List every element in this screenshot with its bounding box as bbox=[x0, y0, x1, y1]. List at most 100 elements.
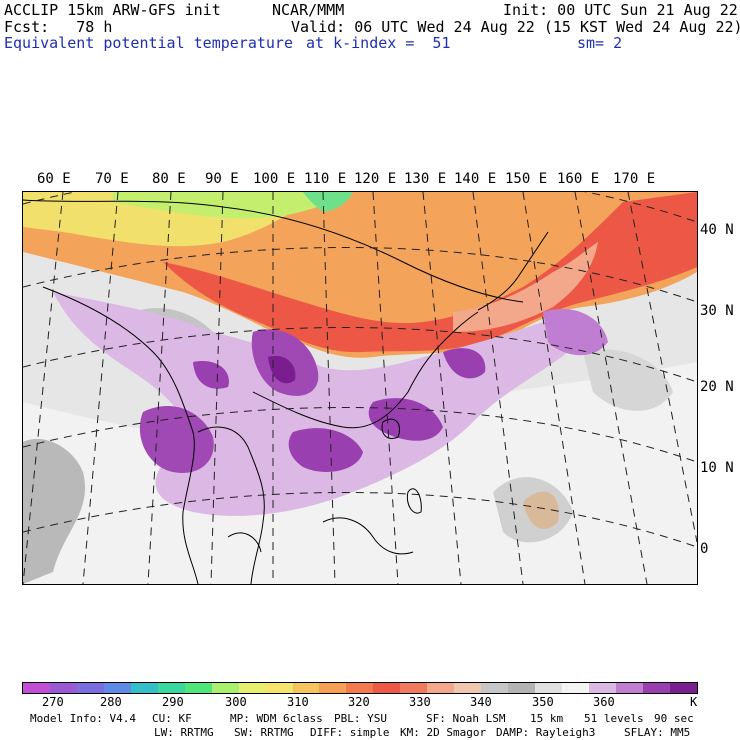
colorbar-swatch bbox=[130, 683, 158, 693]
valid-time: Valid: 06 UTC Wed 24 Aug 22 (15 KST Wed … bbox=[291, 18, 740, 36]
footer-cu: CU: KF bbox=[152, 712, 192, 725]
lon-line bbox=[322, 192, 336, 584]
warm-band-red bbox=[163, 192, 697, 353]
colorbar-swatch bbox=[265, 683, 293, 693]
lon-label: 130 E bbox=[404, 171, 447, 187]
lon-label: 170 E bbox=[613, 171, 656, 187]
lon-label: 60 E bbox=[37, 171, 71, 187]
purple-region-mid bbox=[443, 348, 486, 379]
warm-band-lightgreen bbox=[303, 192, 353, 212]
colorbar-tick: 290 bbox=[162, 695, 184, 709]
colorbar-swatch bbox=[346, 683, 374, 693]
lon-label: 80 E bbox=[152, 171, 186, 187]
lon-line bbox=[422, 192, 462, 584]
colorbar-swatch bbox=[481, 683, 509, 693]
colorbar-swatch bbox=[427, 683, 455, 693]
colorbar-tick: 320 bbox=[348, 695, 370, 709]
footer-resolution: 15 km bbox=[530, 712, 564, 725]
lon-line bbox=[210, 192, 224, 584]
colorbar-swatch bbox=[562, 683, 590, 693]
colorbar-swatch bbox=[292, 683, 320, 693]
colorbar-unit: K bbox=[690, 695, 698, 709]
lon-line bbox=[472, 192, 524, 584]
lon-label: 140 E bbox=[454, 171, 497, 187]
colorbar-swatch bbox=[589, 683, 616, 693]
purple-region-mid bbox=[139, 406, 214, 473]
smoothing-label: sm= 2 bbox=[577, 34, 623, 52]
footer-sflay: SFLAY: MM5 bbox=[624, 726, 691, 739]
colorbar-tick: 310 bbox=[287, 695, 309, 709]
colorbar bbox=[22, 682, 698, 694]
field-name: Equivalent potential temperature bbox=[4, 34, 293, 52]
footer-sf: SF: Noah LSM bbox=[426, 712, 506, 725]
colorbar-swatch bbox=[103, 683, 131, 693]
footer-timestep: 90 sec bbox=[654, 712, 694, 725]
lat-label: 0 bbox=[700, 541, 709, 557]
colorbar-swatch bbox=[373, 683, 401, 693]
colorbar-swatch bbox=[454, 683, 482, 693]
colorbar-swatch bbox=[319, 683, 347, 693]
lon-label: 120 E bbox=[354, 171, 397, 187]
colorbar-tick: 340 bbox=[470, 695, 492, 709]
colorbar-swatch bbox=[669, 683, 697, 693]
lat-line bbox=[23, 246, 697, 303]
tan-patch bbox=[523, 491, 559, 530]
colorbar-tick: 360 bbox=[593, 695, 615, 709]
center-label: NCAR/MMM bbox=[272, 1, 345, 19]
footer-levels: 51 levels bbox=[584, 712, 644, 725]
grey-patch bbox=[23, 438, 86, 584]
coastline bbox=[23, 199, 524, 303]
lon-label: 70 E bbox=[95, 171, 129, 187]
footer-diff: DIFF: simple bbox=[310, 726, 390, 739]
lon-line bbox=[372, 192, 399, 584]
lon-label: 150 E bbox=[505, 171, 548, 187]
lat-line bbox=[23, 491, 697, 548]
lat-line bbox=[23, 406, 697, 463]
lon-label: 160 E bbox=[557, 171, 600, 187]
purple-region-light bbox=[543, 308, 608, 356]
lat-label: 30 N bbox=[700, 303, 734, 319]
footer-km: KM: 2D Smagor bbox=[400, 726, 487, 739]
grey-patch bbox=[583, 349, 673, 411]
colorbar-tick: 330 bbox=[409, 695, 431, 709]
colorbar-swatch bbox=[400, 683, 428, 693]
coastline bbox=[42, 286, 199, 584]
lat-label: 40 N bbox=[700, 222, 734, 238]
coastline bbox=[406, 488, 422, 514]
lon-line bbox=[23, 192, 64, 584]
coastline bbox=[197, 426, 265, 584]
purple-region-dark bbox=[268, 355, 296, 384]
forecast-hour: Fcst: 78 h bbox=[4, 18, 113, 36]
colorbar-swatch bbox=[535, 683, 563, 693]
theta-e-map bbox=[22, 191, 698, 585]
lon-line bbox=[522, 192, 586, 584]
footer-pbl: PBL: YSU bbox=[334, 712, 387, 725]
coastline bbox=[477, 231, 549, 311]
colorbar-swatch bbox=[615, 683, 643, 693]
colorbar-swatch bbox=[23, 683, 50, 693]
lat-label: 20 N bbox=[700, 379, 734, 395]
footer-damp: DAMP: Rayleigh3 bbox=[496, 726, 596, 739]
lat-line bbox=[23, 192, 697, 223]
warm-band-salmon bbox=[453, 242, 598, 332]
init-time: Init: 00 UTC Sun 21 Aug 22 bbox=[503, 1, 738, 19]
colorbar-swatch bbox=[157, 683, 185, 693]
colorbar-swatch bbox=[211, 683, 239, 693]
lon-line bbox=[627, 192, 697, 543]
footer-sw: SW: RRTMG bbox=[234, 726, 294, 739]
lon-label: 110 E bbox=[304, 171, 347, 187]
colorbar-swatch bbox=[642, 683, 670, 693]
coastline bbox=[252, 311, 479, 429]
coastline bbox=[322, 517, 414, 555]
footer-model-info: Model Info: V4.4 bbox=[30, 712, 136, 725]
colorbar-swatch bbox=[76, 683, 104, 693]
coastline bbox=[381, 418, 400, 439]
footer-lw: LW: RRTMG bbox=[154, 726, 214, 739]
lat-line bbox=[23, 326, 697, 383]
colorbar-swatch bbox=[49, 683, 77, 693]
model-title: ACCLIP 15km ARW-GFS init bbox=[4, 1, 221, 19]
colorbar-tick: 350 bbox=[532, 695, 554, 709]
colorbar-tick: 280 bbox=[100, 695, 122, 709]
lon-label: 100 E bbox=[253, 171, 296, 187]
purple-region-mid bbox=[288, 428, 363, 472]
